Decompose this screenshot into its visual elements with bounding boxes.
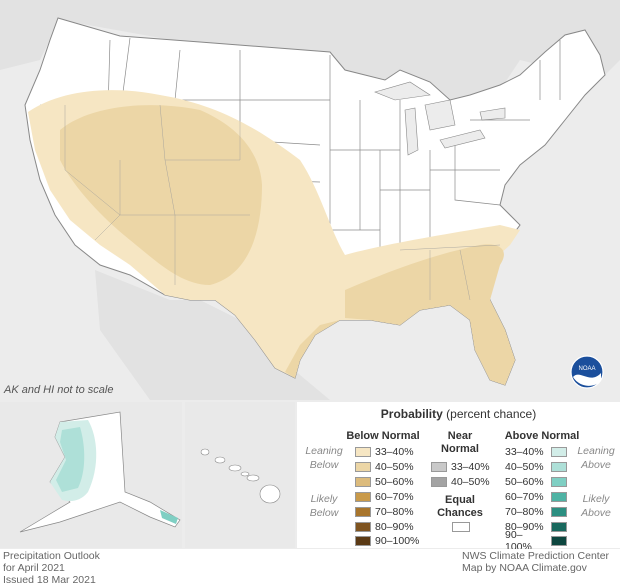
- equal-chances-line1: Equal: [445, 494, 475, 506]
- legend-row-above-6: 90–100%: [505, 529, 567, 553]
- leaning-below-line2: Below: [309, 459, 339, 471]
- likely-above-line1: Likely: [582, 493, 610, 505]
- legend-label: 33–40%: [375, 446, 414, 458]
- footer-right: NWS Climate Prediction Center Map by NOA…: [462, 550, 609, 574]
- legend-swatch: [355, 462, 371, 472]
- legend-row-above-0: 33–40%: [505, 446, 567, 458]
- legend-swatch: [355, 507, 371, 517]
- near-normal-header: Near Normal: [435, 430, 485, 456]
- above-normal-header: Above Normal: [504, 430, 580, 442]
- outlook-shading: [28, 90, 520, 385]
- legend-title-bold: Probability: [380, 407, 443, 421]
- legend-label: 50–60%: [375, 476, 414, 488]
- legend-swatch: [551, 507, 567, 517]
- legend-label: 60–70%: [505, 491, 544, 503]
- legend-swatch: [551, 447, 567, 457]
- legend-swatch: [551, 492, 567, 502]
- legend-row-below-5: 80–90%: [355, 521, 414, 533]
- legend-swatch: [355, 447, 371, 457]
- legend-title-rest: (percent chance): [442, 407, 537, 421]
- footer-credit-map: Map by NOAA Climate.gov: [462, 562, 587, 574]
- legend-row-below-1: 40–50%: [355, 461, 414, 473]
- legend-row-above-2: 50–60%: [505, 476, 567, 488]
- noaa-logo-text: NOAA: [578, 366, 595, 372]
- legend-swatch: [355, 492, 371, 502]
- likely-below-label: Likely Below: [301, 492, 347, 520]
- conus-map: [24, 17, 606, 400]
- likely-above-label: Likely Above: [573, 492, 619, 520]
- legend-row-below-2: 50–60%: [355, 476, 414, 488]
- alaska-inset: [0, 402, 182, 548]
- legend-swatch: [551, 462, 567, 472]
- legend-row-above-4: 70–80%: [505, 506, 567, 518]
- footer-period: for April 2021: [3, 562, 65, 574]
- legend-swatch: [431, 462, 447, 472]
- likely-below-line1: Likely: [310, 493, 338, 505]
- legend-label: 70–80%: [505, 506, 544, 518]
- legend-row-above-5: 80–90%: [505, 521, 567, 533]
- leaning-above-label: Leaning Above: [573, 444, 619, 472]
- equal-chances-line2: Chances: [437, 507, 483, 519]
- footer-left: Precipitation Outlook for April 2021 Iss…: [3, 550, 100, 586]
- legend-label: 60–70%: [375, 491, 414, 503]
- legend-swatch: [551, 536, 567, 546]
- legend-label: 33–40%: [505, 446, 544, 458]
- legend-row-below-3: 60–70%: [355, 491, 414, 503]
- great-lakes: [374, 81, 506, 156]
- near-normal-header-line1: Near: [447, 430, 473, 442]
- below-40-50-coast: [285, 320, 340, 378]
- alaska-above-40-50: [56, 427, 85, 492]
- legend-row-near-0: 33–40%: [431, 461, 490, 473]
- legend-row-near-1: 40–50%: [431, 476, 490, 488]
- legend-swatch: [551, 477, 567, 487]
- legend-row-below-6: 90–100%: [355, 535, 419, 547]
- legend-title: Probability (percent chance): [297, 407, 620, 421]
- footer-band: [0, 549, 620, 585]
- legend-swatch: [355, 536, 371, 546]
- mexico-land: [95, 270, 330, 400]
- legend-label: 70–80%: [375, 506, 414, 518]
- footer-title: Precipitation Outlook: [3, 550, 100, 562]
- leaning-above-line1: Leaning: [577, 445, 615, 457]
- leaning-below-line1: Leaning: [305, 445, 343, 457]
- legend-label: 80–90%: [505, 521, 544, 533]
- leaning-below-label: Leaning Below: [301, 444, 347, 472]
- legend-swatch: [431, 477, 447, 487]
- legend: Probability (percent chance) Below Norma…: [297, 402, 620, 553]
- scale-note: AK and HI not to scale: [4, 384, 114, 396]
- legend-label: 80–90%: [375, 521, 414, 533]
- leaning-above-line2: Above: [581, 459, 611, 471]
- legend-label: 40–50%: [505, 461, 544, 473]
- near-normal-header-line2: Normal: [441, 443, 479, 455]
- equal-chances-swatch: [452, 522, 470, 532]
- legend-label: 50–60%: [505, 476, 544, 488]
- legend-swatch: [551, 522, 567, 532]
- likely-above-line2: Above: [581, 507, 611, 519]
- below-40-50-southeast: [345, 244, 515, 385]
- legend-label: 90–100%: [375, 535, 420, 547]
- legend-row-below-4: 70–80%: [355, 506, 414, 518]
- likely-below-line2: Below: [309, 507, 339, 519]
- legend-row-above-1: 40–50%: [505, 461, 567, 473]
- below-normal-header: Below Normal: [346, 430, 420, 442]
- below-40-50-west: [60, 105, 262, 286]
- legend-swatch: [355, 477, 371, 487]
- legend-label: 33–40%: [451, 461, 490, 473]
- noaa-logo: NOAA: [570, 355, 604, 389]
- hawaii-inset: [185, 402, 295, 548]
- legend-row-above-3: 60–70%: [505, 491, 567, 503]
- legend-swatch: [355, 522, 371, 532]
- alaska-above-50-60-southeast: [160, 510, 178, 524]
- legend-label: 40–50%: [451, 476, 490, 488]
- footer-issued: Issued 18 Mar 2021: [3, 574, 96, 586]
- equal-chances-label: Equal Chances: [435, 494, 485, 520]
- footer-credit-cpc: NWS Climate Prediction Center: [462, 550, 610, 562]
- legend-label: 40–50%: [375, 461, 414, 473]
- legend-row-below-0: 33–40%: [355, 446, 414, 458]
